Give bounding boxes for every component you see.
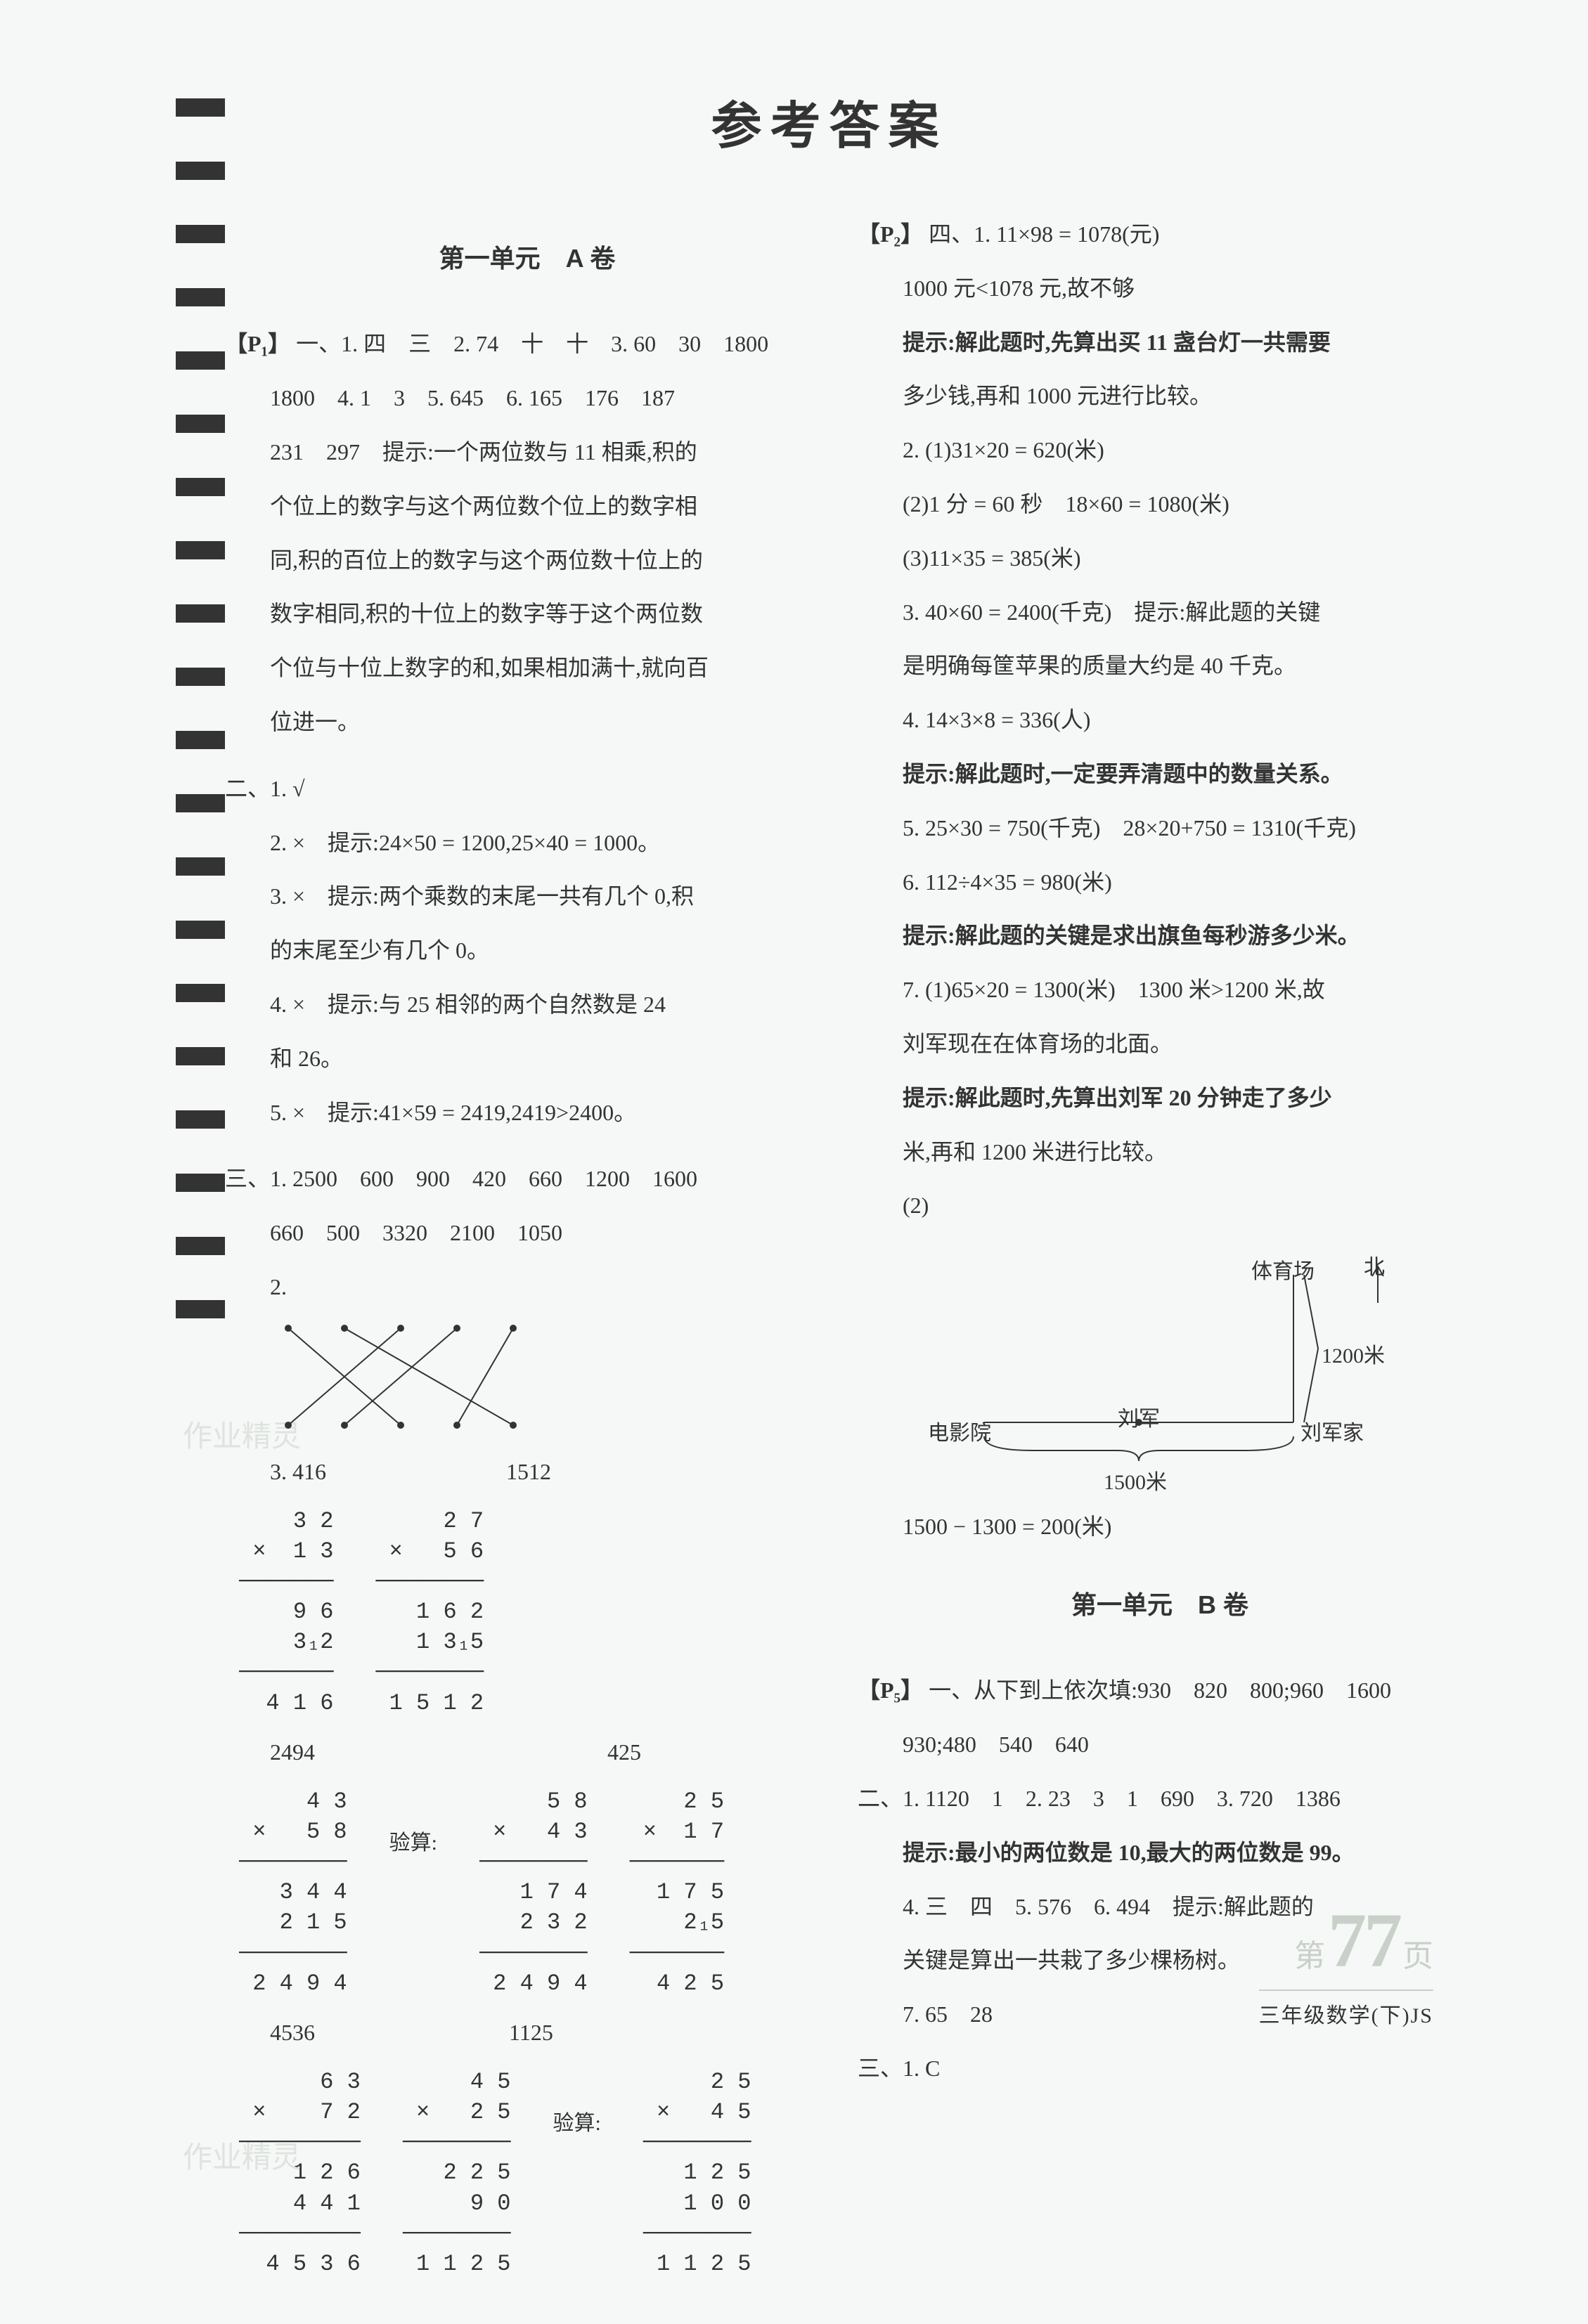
page-number-badge: 第 77 页 三年级数学(下)JS: [1259, 1896, 1433, 2029]
lbl-liujun: 刘军: [1118, 1394, 1160, 1445]
r11: 提示:解此题时,一定要弄清题中的数量关系。: [858, 747, 1462, 801]
b8: 三、1. C: [858, 2041, 1462, 2096]
multiplication-column: 2 5 × 4 5 ──────── 1 2 5 1 0 0 ──────── …: [643, 2067, 751, 2279]
page-pre: 第: [1294, 1939, 1325, 1973]
r15: 7. (1)65×20 = 1300(米) 1300 米>1200 米,故: [858, 963, 1462, 1017]
multiplication-column: 2 5 × 1 7 ─────── 1 7 5 2₁5 ─────── 4 2 …: [630, 1786, 724, 1999]
multiplication-column: 4 5 × 2 5 ──────── 2 2 5 9 0 ──────── 1 …: [403, 2067, 511, 2279]
binder-marks: [176, 98, 232, 1363]
r4: 多少钱,再和 1000 元进行比较。: [858, 369, 1462, 423]
r-line1: 【P₂】 四、1. 11×98 = 1078(元): [858, 207, 1462, 261]
map-diagram: 体育场 北 1200米 电影院 刘军 刘军家 1500米: [928, 1247, 1406, 1486]
mult-row-3: 6 3 × 7 2 ───────── 1 2 6 4 4 1 ────────…: [239, 2067, 829, 2279]
p3-line2: 660 500 3320 2100 1050: [225, 1206, 829, 1260]
p3-4b: 1512: [506, 1459, 551, 1484]
r5: 2. (1)31×20 = 620(米): [858, 423, 1462, 477]
b4: 提示:最小的两位数是 10,最大的两位数是 99。: [858, 1826, 1462, 1880]
lbl-1500: 1500米: [1104, 1458, 1167, 1508]
p1-prefix: 【P₁】: [225, 331, 290, 356]
page-num: 77: [1328, 1897, 1400, 1983]
page-sub: 三年级数学(下)JS: [1259, 1998, 1433, 2029]
b3: 二、1. 1120 1 2. 23 3 1 690 3. 720 1386: [858, 1772, 1462, 1826]
p3-6b: 1125: [509, 2020, 553, 2045]
p2-prefix: 【P₂】: [858, 221, 923, 247]
multiplication-column: 6 3 × 7 2 ───────── 1 2 6 4 4 1 ────────…: [239, 2067, 361, 2279]
b4t: 提示:最小的两位数是 10,最大的两位数是 99。: [903, 1840, 1355, 1865]
multiplication-column: 2 7 × 5 6 ──────── 1 6 2 1 3₁5 ──────── …: [375, 1506, 484, 1718]
p2-line5: 4. × 提示:与 25 相邻的两个自然数是 24: [225, 978, 829, 1032]
p3-4a: 3. 416: [270, 1459, 326, 1484]
p2-line6: 和 26。: [225, 1032, 829, 1086]
r16: 刘军现在在体育场的北面。: [858, 1017, 1462, 1071]
lbl-1200: 1200米: [1322, 1331, 1385, 1382]
b2: 930;480 540 640: [858, 1718, 1462, 1772]
verify-label: 验算:: [553, 2109, 600, 2138]
p2-line7: 5. × 提示:41×59 = 2419,2419>2400。: [225, 1086, 829, 1140]
r11t: 提示:解此题时,一定要弄清题中的数量关系。: [903, 761, 1343, 786]
lbl-north: 北: [1364, 1242, 1385, 1293]
r14t: 提示:解此题的关键是求出旗鱼每秒游多少米。: [903, 923, 1360, 948]
p2-line2: 2. × 提示:24×50 = 1200,25×40 = 1000。: [225, 816, 829, 870]
multiplication-column: 4 3 × 5 8 ──────── 3 4 4 2 1 5 ──────── …: [239, 1786, 347, 1999]
r17t: 提示:解此题时,先算出刘军 20 分钟走了多少: [903, 1085, 1332, 1110]
lbl-home: 刘军家: [1300, 1408, 1364, 1459]
p2-line3: 3. × 提示:两个乘数的末尾一共有几个 0,积: [225, 869, 829, 923]
p2-line1: 二、1. √: [225, 762, 829, 816]
section-title-a: 第一单元 A 卷: [225, 228, 829, 289]
r17: 提示:解此题时,先算出刘军 20 分钟走了多少: [858, 1071, 1462, 1125]
p3-line3: 2.: [225, 1260, 829, 1314]
r8: 3. 40×60 = 2400(千克) 提示:解此题的关键: [858, 585, 1462, 640]
r1: 四、1. 11×98 = 1078(元): [929, 221, 1159, 247]
left-column: 第一单元 A 卷 【P₁】 一、1. 四 三 2. 74 十 十 3. 60 3…: [225, 207, 829, 2279]
p3-6a: 4536: [270, 2020, 315, 2045]
p1-line5: 同,积的百位上的数字与这个两位数十位上的: [225, 533, 829, 588]
p3-line6: 4536 1125: [225, 2006, 829, 2060]
lbl-stadium: 体育场: [1251, 1247, 1315, 1297]
p1-text1: 一、1. 四 三 2. 74 十 十 3. 60 30 1800: [296, 331, 768, 356]
r2: 1000 元<1078 元,故不够: [858, 261, 1462, 316]
mult-row-2: 4 3 × 5 8 ──────── 3 4 4 2 1 5 ──────── …: [239, 1786, 829, 1999]
r7: (3)11×35 = 385(米): [858, 531, 1462, 585]
verify-label: 验算:: [389, 1829, 437, 1858]
r14: 提示:解此题的关键是求出旗鱼每秒游多少米。: [858, 909, 1462, 963]
p1-line7: 个位与十位上数字的和,如果相加满十,就向百: [225, 641, 829, 695]
r19: (2): [858, 1179, 1462, 1233]
p3-line5: 2494 425: [225, 1725, 829, 1779]
p1-line2: 1800 4. 1 3 5. 645 6. 165 176 187: [225, 371, 829, 425]
crossing-figure: [267, 1320, 534, 1439]
r9: 是明确每筐苹果的质量大约是 40 千克。: [858, 639, 1462, 693]
p2-line4: 的末尾至少有几个 0。: [225, 923, 829, 978]
r10: 4. 14×3×8 = 336(人): [858, 693, 1462, 747]
p1-line8: 位进一。: [225, 695, 829, 749]
lbl-cinema: 电影院: [928, 1408, 991, 1459]
mult-row-1: 3 2 × 1 3 ─────── 9 6 3₁2 ─────── 4 1 6 …: [239, 1506, 829, 1718]
page-root: 作业精灵 作业精灵 参考答案 第一单元 A 卷 【P₁】 一、1. 四 三 2.…: [0, 0, 1588, 2324]
section-title-b: 第一单元 B 卷: [858, 1575, 1462, 1635]
multiplication-column: 3 2 × 1 3 ─────── 9 6 3₁2 ─────── 4 1 6: [239, 1506, 333, 1718]
p1-line3: 231 297 提示:一个两位数与 11 相乘,积的: [225, 425, 829, 479]
r18: 米,再和 1200 米进行比较。: [858, 1125, 1462, 1179]
p1-line1: 【P₁】 一、1. 四 三 2. 74 十 十 3. 60 30 1800: [225, 317, 829, 371]
r3t: 提示:解此题时,先算出买 11 盏台灯一共需要: [903, 330, 1331, 355]
b1: 一、从下到上依次填:930 820 800;960 1600: [929, 1677, 1391, 1703]
p3-5b: 425: [607, 1739, 641, 1765]
p1-line6: 数字相同,积的十位上的数字等于这个两位数: [225, 587, 829, 641]
p3-line4: 3. 416 1512: [225, 1445, 829, 1499]
p3-line1: 三、1. 2500 600 900 420 660 1200 1600: [225, 1152, 829, 1206]
multiplication-column: 5 8 × 4 3 ──────── 1 7 4 2 3 2 ──────── …: [479, 1786, 588, 1999]
page-title: 参考答案: [169, 84, 1490, 158]
p1-line4: 个位上的数字与这个两位数个位上的数字相: [225, 479, 829, 533]
b-line1: 【P₅】 一、从下到上依次填:930 820 800;960 1600: [858, 1663, 1462, 1718]
r6: (2)1 分 = 60 秒 18×60 = 1080(米): [858, 477, 1462, 531]
r3: 提示:解此题时,先算出买 11 盏台灯一共需要: [858, 316, 1462, 370]
crossing-svg: [267, 1320, 534, 1439]
page-suf: 页: [1402, 1939, 1433, 1973]
r13: 6. 112÷4×35 = 980(米): [858, 855, 1462, 909]
r12: 5. 25×30 = 750(千克) 28×20+750 = 1310(千克): [858, 801, 1462, 855]
p3-5a: 2494: [270, 1739, 315, 1765]
p5-prefix: 【P₅】: [858, 1677, 923, 1703]
